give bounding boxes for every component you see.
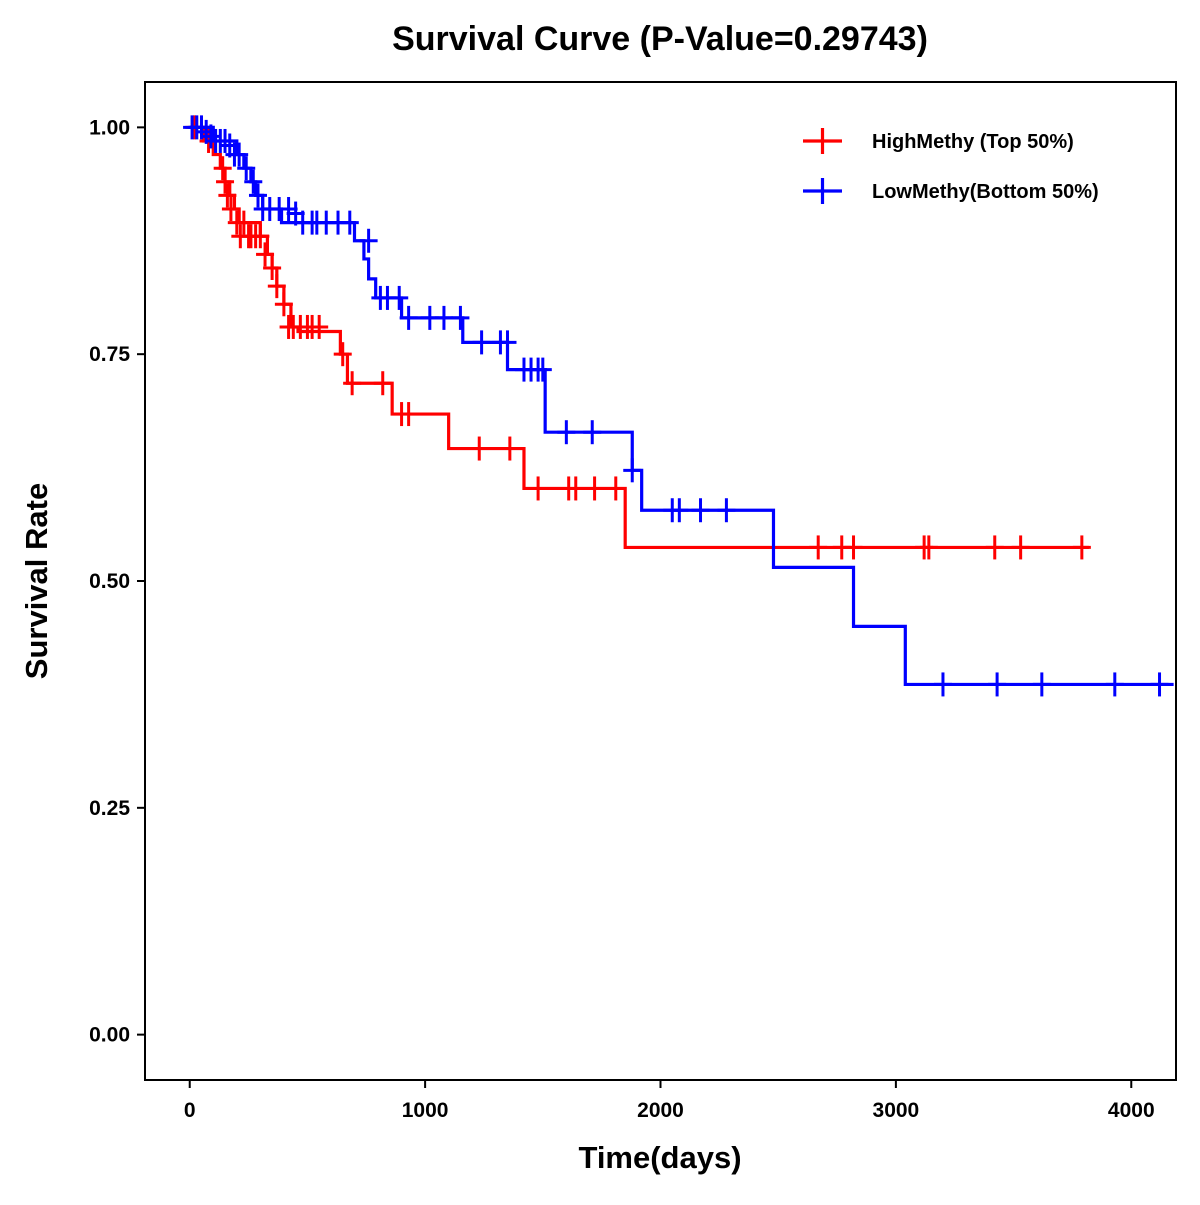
legend-label-high-methy: HighMethy (Top 50%) xyxy=(872,131,1074,153)
y-axis: 0.00 0.25 0.50 0.75 1.00 xyxy=(89,116,145,1047)
y-tick-label: 1.00 xyxy=(89,116,130,139)
chart-title: Survival Curve (P-Value=0.29743) xyxy=(392,20,928,58)
y-axis-label: Survival Rate xyxy=(19,483,54,679)
series-low-methy xyxy=(183,115,1174,697)
x-tick-label: 4000 xyxy=(1108,1099,1155,1122)
x-axis: 0 1000 2000 3000 4000 xyxy=(184,1080,1155,1122)
y-tick-label: 0.00 xyxy=(89,1024,130,1047)
x-tick-label: 3000 xyxy=(873,1099,920,1122)
legend-label-low-methy: LowMethy(Bottom 50%) xyxy=(872,181,1099,203)
series-layer xyxy=(183,115,1174,697)
y-tick-label: 0.25 xyxy=(89,797,130,820)
legend: HighMethy (Top 50%) LowMethy(Bottom 50%) xyxy=(803,128,1099,204)
y-tick-label: 0.75 xyxy=(89,343,130,366)
x-tick-label: 0 xyxy=(184,1099,196,1122)
x-tick-label: 1000 xyxy=(402,1099,449,1122)
y-tick-label: 0.50 xyxy=(89,570,130,593)
x-tick-label: 2000 xyxy=(637,1099,684,1122)
plot-frame xyxy=(144,81,1177,1081)
x-axis-label: Time(days) xyxy=(578,1140,741,1175)
